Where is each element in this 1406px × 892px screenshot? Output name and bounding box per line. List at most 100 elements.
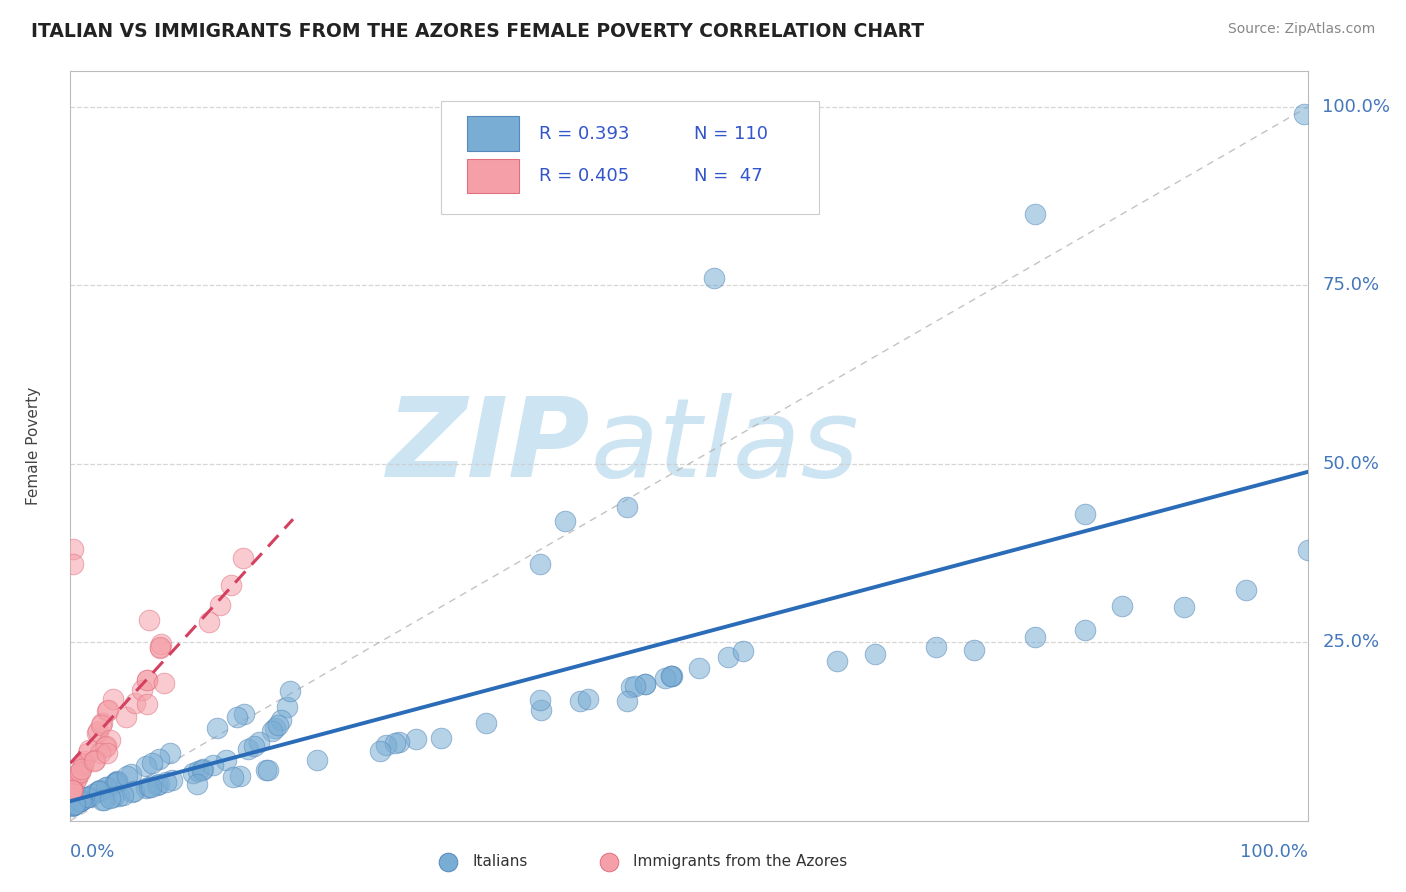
Point [94,780,117,795]
Point [1292,107,1315,121]
Point [131,682,153,697]
Point [962,642,984,657]
Point [688,660,710,674]
Point [87,784,110,798]
Point [232,706,254,721]
FancyBboxPatch shape [467,116,519,151]
Text: Female Poverty: Female Poverty [25,387,41,505]
Point [98,791,121,805]
Point [155,775,177,789]
Point [270,713,292,727]
Point [634,676,657,690]
Point [60,798,83,813]
FancyBboxPatch shape [467,159,519,194]
Point [207,721,229,735]
Text: 25.0%: 25.0% [1323,633,1379,651]
Point [264,721,287,735]
Point [215,753,238,767]
Point [654,671,676,685]
Point [96,780,118,794]
Point [150,637,173,651]
Point [135,758,157,772]
Point [280,684,302,698]
Point [94,739,117,754]
Point [65,773,87,788]
Point [202,758,225,772]
Point [247,735,270,749]
Point [529,693,551,707]
Point [384,736,406,750]
Point [634,676,657,690]
Point [405,731,427,746]
Point [262,724,284,739]
Point [72,757,94,772]
Text: Source: ZipAtlas.com: Source: ZipAtlas.com [1227,22,1375,37]
Point [104,775,127,789]
Point [122,784,145,798]
Point [475,716,498,731]
Text: 0.0%: 0.0% [70,843,115,861]
Point [77,789,100,804]
Point [254,764,277,778]
Point [554,514,576,528]
Point [276,699,298,714]
Point [62,798,84,813]
Point [659,669,682,683]
Point [141,756,163,770]
Point [1024,631,1046,645]
Point [82,787,104,801]
Point [69,762,91,776]
Point [222,770,245,784]
Point [62,797,84,812]
Point [69,764,91,779]
Point [90,718,112,732]
Point [863,647,886,661]
Text: 100.0%: 100.0% [1240,843,1308,861]
Point [90,793,112,807]
Point [117,769,139,783]
Point [138,613,160,627]
Point [62,557,84,571]
Point [60,783,83,797]
Point [84,753,107,767]
Point [703,271,725,285]
Point [98,732,121,747]
Point [69,794,91,808]
Point [232,550,254,565]
Point [89,746,111,760]
Point [87,784,110,798]
Point [93,793,115,807]
Point [70,793,93,807]
Point [76,790,98,805]
Point [229,769,252,783]
Point [198,615,221,629]
Point [1234,583,1257,598]
Text: 75.0%: 75.0% [1323,277,1379,294]
Point [160,772,183,787]
Point [135,698,157,712]
Point [661,669,683,683]
Point [1024,207,1046,221]
Point [620,681,643,695]
Point [191,763,214,777]
Point [97,703,120,717]
Point [62,542,84,557]
Point [149,640,172,654]
Point [388,735,411,749]
Point [105,774,128,789]
Point [124,696,146,710]
Point [96,746,118,760]
Point [72,758,94,772]
Point [186,777,208,791]
Point [136,673,159,687]
Point [1296,542,1319,557]
Point [69,794,91,808]
Point [139,780,162,794]
Point [226,710,249,724]
Point [69,794,91,808]
Point [62,797,84,812]
Point [238,742,260,756]
Point [60,782,83,797]
Point [87,724,110,739]
Point [66,796,89,810]
